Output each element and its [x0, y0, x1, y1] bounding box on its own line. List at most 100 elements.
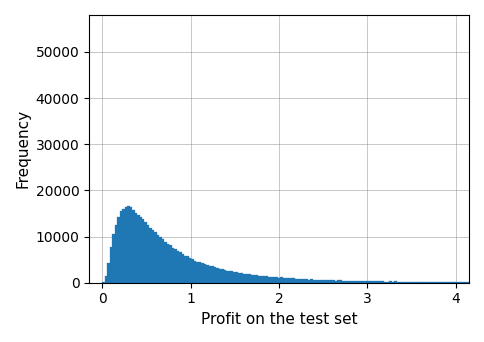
- Bar: [182, 254, 184, 283]
- Bar: [330, 280, 333, 283]
- Bar: [436, 282, 439, 283]
- Bar: [152, 230, 154, 283]
- Bar: [278, 278, 281, 283]
- Bar: [224, 270, 226, 283]
- Bar: [298, 279, 300, 283]
- Bar: [186, 256, 189, 283]
- Bar: [125, 207, 127, 283]
- Bar: [434, 282, 436, 283]
- Bar: [275, 277, 278, 283]
- Bar: [177, 251, 179, 283]
- Bar: [429, 282, 431, 283]
- Bar: [411, 282, 414, 283]
- Bar: [352, 281, 355, 283]
- Bar: [206, 265, 209, 283]
- Bar: [389, 281, 392, 283]
- Bar: [112, 234, 115, 283]
- Bar: [333, 280, 335, 283]
- Bar: [426, 282, 429, 283]
- Bar: [162, 239, 164, 283]
- Bar: [417, 282, 419, 283]
- Bar: [454, 282, 456, 283]
- Bar: [362, 281, 364, 283]
- Bar: [268, 277, 271, 283]
- Bar: [419, 282, 422, 283]
- Bar: [199, 262, 201, 283]
- Bar: [251, 275, 253, 283]
- Bar: [271, 277, 273, 283]
- Bar: [422, 282, 424, 283]
- Bar: [120, 211, 122, 283]
- Bar: [382, 281, 384, 283]
- Bar: [441, 282, 444, 283]
- Bar: [345, 281, 348, 283]
- Bar: [350, 281, 352, 283]
- Bar: [107, 263, 110, 283]
- Bar: [243, 274, 246, 283]
- Bar: [369, 281, 372, 283]
- Bar: [261, 276, 263, 283]
- Bar: [439, 282, 441, 283]
- Bar: [127, 206, 130, 283]
- Bar: [325, 280, 328, 283]
- Bar: [288, 278, 290, 283]
- Bar: [105, 276, 107, 283]
- Y-axis label: Frequency: Frequency: [15, 109, 30, 188]
- Bar: [394, 281, 397, 283]
- Bar: [444, 282, 446, 283]
- Bar: [147, 225, 150, 283]
- Bar: [174, 249, 177, 283]
- Bar: [192, 259, 194, 283]
- Bar: [233, 272, 236, 283]
- Bar: [458, 282, 461, 283]
- Bar: [348, 281, 350, 283]
- Bar: [290, 278, 293, 283]
- Bar: [211, 266, 214, 283]
- Bar: [308, 280, 310, 283]
- Bar: [387, 281, 389, 283]
- Bar: [137, 215, 139, 283]
- Bar: [263, 276, 266, 283]
- Bar: [466, 282, 469, 283]
- Bar: [197, 262, 199, 283]
- Bar: [150, 228, 152, 283]
- Bar: [404, 282, 407, 283]
- Bar: [122, 209, 125, 283]
- Bar: [399, 282, 402, 283]
- Bar: [236, 272, 239, 283]
- Bar: [328, 280, 330, 283]
- Bar: [409, 282, 411, 283]
- Bar: [375, 281, 377, 283]
- Bar: [313, 280, 315, 283]
- Bar: [337, 280, 340, 283]
- Bar: [226, 271, 228, 283]
- Bar: [256, 275, 258, 283]
- Bar: [204, 264, 206, 283]
- Bar: [184, 256, 186, 283]
- Bar: [219, 269, 221, 283]
- Bar: [407, 282, 409, 283]
- Bar: [310, 279, 313, 283]
- Bar: [132, 210, 135, 283]
- Bar: [201, 263, 204, 283]
- Bar: [281, 277, 283, 283]
- Bar: [461, 282, 464, 283]
- Bar: [115, 225, 117, 283]
- Bar: [360, 281, 362, 283]
- Bar: [216, 268, 219, 283]
- Bar: [214, 267, 216, 283]
- Bar: [166, 244, 169, 283]
- Bar: [355, 281, 357, 283]
- Bar: [464, 282, 466, 283]
- Bar: [397, 281, 399, 283]
- Bar: [335, 280, 337, 283]
- Bar: [157, 235, 159, 283]
- Bar: [320, 280, 322, 283]
- Bar: [144, 222, 147, 283]
- Bar: [103, 282, 105, 283]
- Bar: [273, 277, 275, 283]
- Bar: [221, 269, 224, 283]
- Bar: [253, 275, 256, 283]
- Bar: [241, 273, 243, 283]
- Bar: [266, 276, 268, 283]
